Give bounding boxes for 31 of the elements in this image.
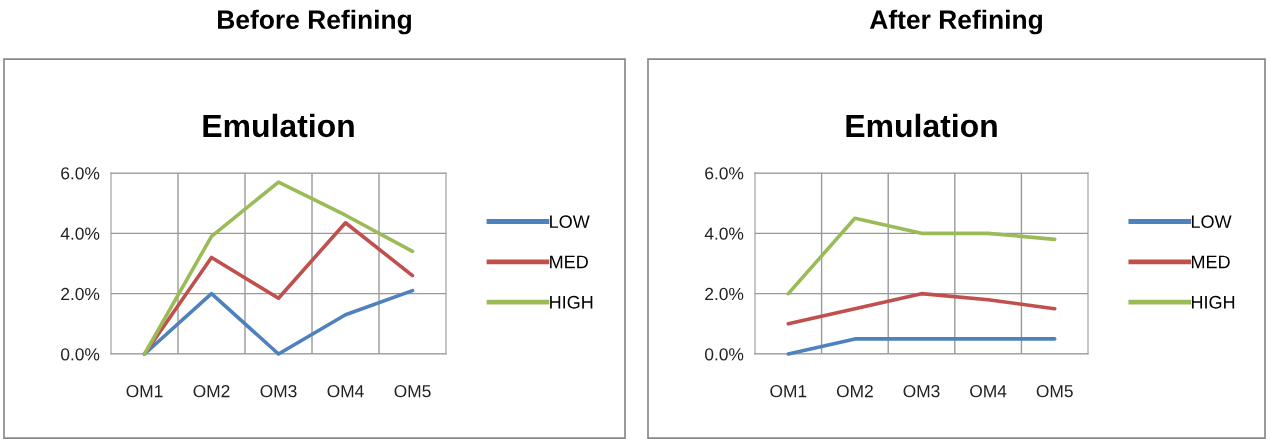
chart-title: After Refining (869, 9, 1042, 35)
legend-label: MED (1191, 255, 1230, 269)
x-tick-label: OM2 (193, 385, 230, 398)
legend-label: MED (550, 255, 588, 269)
line-series (142, 180, 415, 356)
x-tick-label: OM5 (1036, 385, 1073, 398)
y-tick-label: 2.0% (705, 287, 744, 301)
y-tick-label: 4.0% (704, 227, 744, 240)
x-tick-label: OM3 (903, 385, 940, 398)
x-tick-label: OM2 (836, 385, 873, 398)
x-tick-label: OM5 (394, 385, 431, 398)
chart-subtitle: Emulation (846, 113, 997, 138)
y-tick-label: 2.0% (61, 287, 100, 301)
x-tick-label: OM4 (970, 385, 1007, 398)
y-tick-label: 4.0% (60, 227, 100, 240)
x-tick-label: OM4 (327, 385, 364, 398)
line-series (786, 216, 1057, 296)
x-tick-label: OM1 (126, 385, 163, 398)
chart-title: Before Refining (218, 9, 411, 35)
line-series (786, 291, 1057, 326)
y-tick-label: 0.0% (705, 348, 744, 361)
legend-label: HIGH (1191, 295, 1235, 309)
legend-label: HIGH (550, 295, 593, 309)
legend-label: LOW (550, 215, 590, 229)
chart-subtitle: Emulation (203, 113, 354, 138)
y-tick-label: 6.0% (61, 167, 100, 180)
x-tick-label: OM1 (770, 385, 807, 398)
y-tick-label: 6.0% (705, 167, 744, 180)
x-tick-label: OM3 (260, 385, 297, 398)
legend-label: LOW (1191, 215, 1232, 229)
y-tick-label: 0.0% (61, 348, 100, 361)
